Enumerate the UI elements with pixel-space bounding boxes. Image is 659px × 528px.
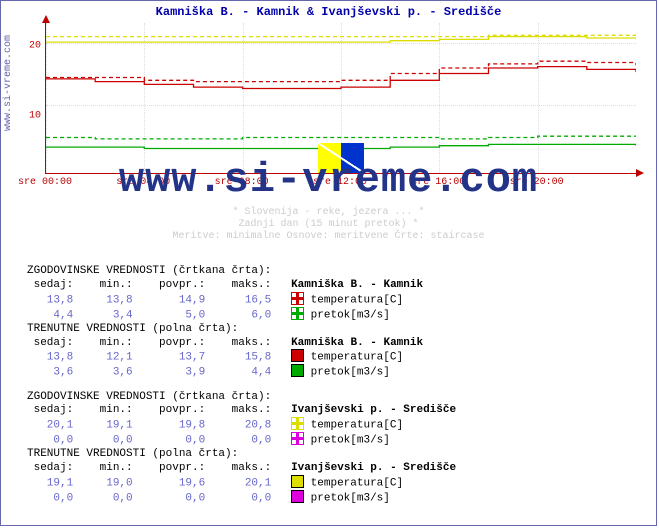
chart-frame: Kamniška B. - Kamnik & Ivanjševski p. - …	[0, 0, 657, 526]
y-tick: 10	[21, 110, 41, 121]
y-axis-arrow-icon	[42, 15, 50, 23]
swatch-icon	[291, 349, 304, 362]
y-tick: 20	[21, 41, 41, 52]
chart-title: Kamniška B. - Kamnik & Ivanjševski p. - …	[1, 1, 656, 21]
table-row: 13,8 13,8 14,9 16,5 temperatura[C]	[27, 293, 637, 308]
x-axis-arrow-icon	[636, 169, 644, 177]
stats-tables: ZGODOVINSKE VREDNOSTI (črtkana črta): se…	[27, 265, 637, 506]
section-head: TRENUTNE VREDNOSTI (polna črta):	[27, 448, 637, 462]
x-tick: sre 00:00	[15, 177, 75, 188]
table-row: 0,0 0,0 0,0 0,0 pretok[m3/s]	[27, 491, 637, 506]
swatch-icon	[291, 417, 304, 430]
plot-region	[45, 23, 636, 174]
table-row: 20,1 19,1 19,8 20,8 temperatura[C]	[27, 418, 637, 433]
section-head: ZGODOVINSKE VREDNOSTI (črtkana črta):	[27, 265, 637, 279]
table-header: sedaj: min.: povpr.: maks.: Kamniška B. …	[27, 279, 637, 293]
subcaption: Meritve: minimalne Osnove: meritvene Črt…	[1, 231, 656, 242]
sidebar-brand: www.si-vreme.com	[3, 35, 14, 131]
logo-icon	[318, 143, 364, 173]
section-head: ZGODOVINSKE VREDNOSTI (črtkana črta):	[27, 391, 637, 405]
table-row: 0,0 0,0 0,0 0,0 pretok[m3/s]	[27, 433, 637, 448]
x-tick: sre 08:00	[212, 177, 272, 188]
swatch-icon	[291, 364, 304, 377]
table-row: 3,6 3,6 3,9 4,4 pretok[m3/s]	[27, 365, 637, 380]
chart-area: 10 20 sre 00:00 sre 04:00 sre 08:00 sre …	[45, 23, 635, 193]
swatch-icon	[291, 307, 304, 320]
x-tick: sre 20:00	[507, 177, 567, 188]
swatch-icon	[291, 432, 304, 445]
x-tick: sre 12:00	[310, 177, 370, 188]
swatch-icon	[291, 292, 304, 305]
table-header: sedaj: min.: povpr.: maks.: Ivanjševski …	[27, 404, 637, 418]
x-tick: sre 16:00	[408, 177, 468, 188]
table-row: 13,8 12,1 13,7 15,8 temperatura[C]	[27, 350, 637, 365]
subcaption: * Slovenija - reke, jezera ... *	[1, 207, 656, 218]
subcaption: Zadnji dan (15 minut pretok) *	[1, 219, 656, 230]
swatch-icon	[291, 490, 304, 503]
table-row: 19,1 19,0 19,6 20,1 temperatura[C]	[27, 476, 637, 491]
table-row: 4,4 3,4 5,0 6,0 pretok[m3/s]	[27, 308, 637, 323]
section-head: TRENUTNE VREDNOSTI (polna črta):	[27, 323, 637, 337]
table-header: sedaj: min.: povpr.: maks.: Ivanjševski …	[27, 462, 637, 476]
x-tick: sre 04:00	[113, 177, 173, 188]
table-header: sedaj: min.: povpr.: maks.: Kamniška B. …	[27, 337, 637, 351]
swatch-icon	[291, 475, 304, 488]
